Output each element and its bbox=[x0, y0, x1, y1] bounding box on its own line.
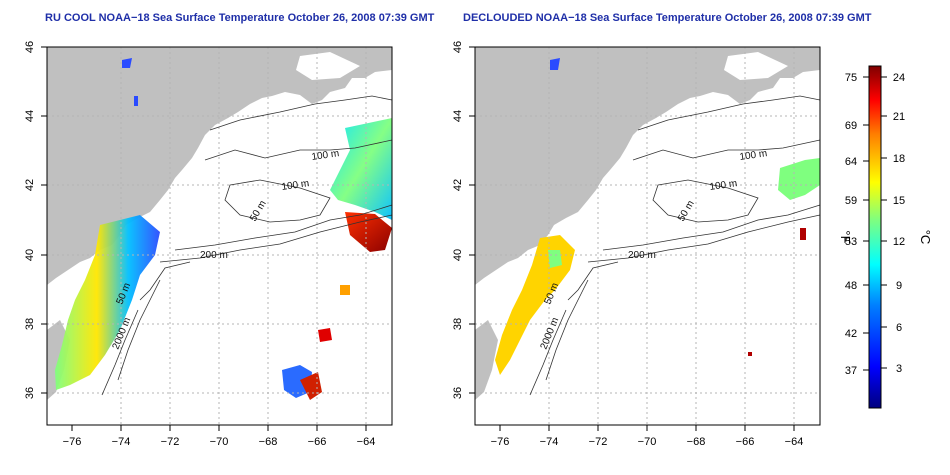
x-tick-label: −74 bbox=[112, 436, 131, 448]
contour-label: 100 m bbox=[739, 148, 768, 163]
colorbar: 75 69 64 59 53 48 42 37 24 21 18 15 12 9… bbox=[838, 65, 933, 409]
y-tick-label: 38 bbox=[24, 318, 36, 330]
celsius-tick: 12 bbox=[893, 236, 905, 248]
grid-lines bbox=[475, 47, 820, 425]
celsius-tick: 6 bbox=[896, 322, 902, 334]
sst-spot bbox=[340, 285, 350, 295]
y-tick-label: 38 bbox=[452, 318, 464, 330]
sst-spot bbox=[134, 96, 138, 106]
x-tick-label: −66 bbox=[736, 436, 755, 448]
contour-label: 200 m bbox=[628, 250, 656, 261]
y-tick-label: 44 bbox=[452, 110, 464, 122]
celsius-tick: 3 bbox=[896, 363, 902, 375]
sst-northeast bbox=[330, 118, 392, 220]
fahrenheit-tick: 59 bbox=[845, 195, 857, 207]
sst-spot bbox=[800, 228, 806, 240]
sst-spot bbox=[748, 352, 752, 356]
celsius-tick: 15 bbox=[893, 195, 905, 207]
sst-spot bbox=[550, 58, 560, 70]
sst-warm-eddy bbox=[345, 212, 392, 252]
sst-spot bbox=[318, 328, 332, 342]
celsius-tick: 21 bbox=[893, 111, 905, 123]
y-tick-label: 46 bbox=[24, 41, 36, 53]
x-tick-label: −66 bbox=[308, 436, 327, 448]
celsius-tick: 24 bbox=[893, 72, 905, 84]
sst-spot bbox=[122, 58, 132, 68]
y-tick-label: 42 bbox=[24, 179, 36, 191]
fahrenheit-tick: 75 bbox=[845, 72, 857, 84]
fahrenheit-unit-label: °F bbox=[838, 230, 853, 243]
x-tick-label: −76 bbox=[491, 436, 510, 448]
land-south bbox=[475, 320, 498, 400]
x-tick-label: −64 bbox=[357, 436, 376, 448]
x-tick-label: −64 bbox=[785, 436, 804, 448]
celsius-tick: 18 bbox=[893, 153, 905, 165]
contour-label: 100 m bbox=[709, 178, 738, 193]
x-tick-label: −72 bbox=[589, 436, 608, 448]
y-tick-label: 36 bbox=[452, 387, 464, 399]
y-tick-label: 44 bbox=[24, 110, 36, 122]
colorbar-gradient bbox=[868, 65, 882, 409]
y-tick-label: 42 bbox=[452, 179, 464, 191]
sst-coastal-warm bbox=[495, 235, 575, 375]
celsius-tick: 9 bbox=[896, 280, 902, 292]
fahrenheit-tick: 42 bbox=[845, 328, 857, 340]
left-map-frame: 100 m 100 m 50 m 200 m 2000 m 50 m −76 −… bbox=[24, 41, 393, 448]
right-map-frame: 100 m 100 m 50 m 200 m 2000 m 50 m −76 −… bbox=[452, 41, 821, 448]
contour-label: 50 m bbox=[248, 199, 269, 224]
sst-coastal-green bbox=[548, 250, 562, 268]
bathymetry-contours bbox=[101, 95, 393, 396]
contour-label: 200 m bbox=[200, 250, 228, 261]
grid-lines bbox=[47, 47, 392, 425]
sst-swath bbox=[55, 215, 160, 390]
sst-northeast bbox=[778, 158, 820, 200]
y-tick-label: 40 bbox=[452, 249, 464, 261]
celsius-unit-label: °C bbox=[918, 230, 933, 245]
x-tick-label: −68 bbox=[259, 436, 278, 448]
contour-label: 100 m bbox=[311, 148, 340, 163]
x-tick-label: −74 bbox=[540, 436, 559, 448]
x-tick-label: −76 bbox=[63, 436, 82, 448]
y-tick-label: 40 bbox=[24, 249, 36, 261]
land-mass bbox=[475, 47, 820, 285]
island bbox=[724, 52, 788, 80]
x-tick-label: −70 bbox=[210, 436, 229, 448]
right-map-title: DECLOUDED NOAA−18 Sea Surface Temperatur… bbox=[463, 12, 872, 24]
fahrenheit-tick: 69 bbox=[845, 120, 857, 132]
y-tick-label: 46 bbox=[452, 41, 464, 53]
island bbox=[296, 52, 360, 80]
fahrenheit-tick: 48 bbox=[845, 280, 857, 292]
x-tick-label: −68 bbox=[687, 436, 706, 448]
x-tick-label: −72 bbox=[161, 436, 180, 448]
bathymetry-contours bbox=[529, 95, 821, 396]
y-tick-label: 36 bbox=[24, 387, 36, 399]
land-mass bbox=[47, 47, 392, 285]
contour-label: 50 m bbox=[676, 199, 697, 224]
left-map-title: RU COOL NOAA−18 Sea Surface Temperature … bbox=[45, 12, 435, 24]
contour-label: 100 m bbox=[281, 178, 310, 193]
x-tick-label: −70 bbox=[638, 436, 657, 448]
fahrenheit-tick: 53 bbox=[845, 236, 857, 248]
sst-offshore-south bbox=[282, 365, 312, 398]
fahrenheit-tick: 64 bbox=[845, 156, 857, 168]
fahrenheit-tick: 37 bbox=[845, 365, 857, 377]
